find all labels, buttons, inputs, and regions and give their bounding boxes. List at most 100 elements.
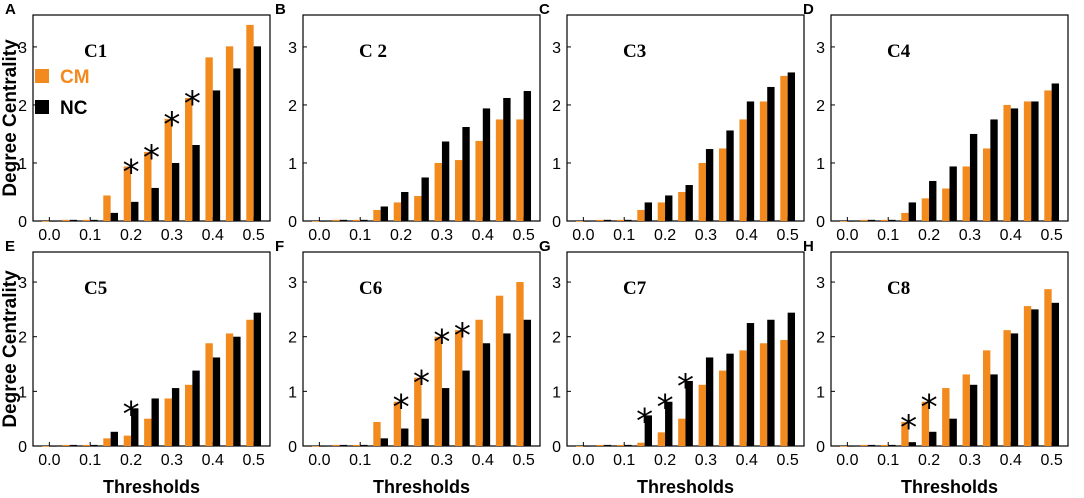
y-tick-label: 0 [288,214,297,231]
y-tick-label: 3 [552,40,561,57]
x-tick-label: 0.3 [959,452,981,469]
y-tick-label: 1 [816,156,825,173]
x-tick-label: 0.0 [38,452,60,469]
bar-cm [739,119,747,221]
bar-cm [393,202,402,221]
bar-nc [990,119,998,221]
bar-nc [726,130,734,221]
bar-cm [393,401,402,446]
bar-cm [516,119,524,221]
bar-cm [205,57,213,221]
y-tick-label: 3 [552,275,561,292]
significance-star: * [123,152,140,192]
y-tick-label: 2 [552,330,561,347]
bar-cm [332,219,340,221]
x-tick-label: 0.3 [695,227,717,244]
y-tick-label: 0 [816,214,825,231]
bar-nc [421,418,429,446]
x-axis-label: Thresholds [901,477,998,497]
bar-nc [131,408,139,446]
bar-nc [441,388,450,446]
significance-star: * [163,105,180,145]
x-tick-label: 0.3 [431,227,453,244]
x-tick-label: 0.1 [349,227,371,244]
bar-nc [665,401,673,446]
x-axis-label: Thresholds [373,477,470,497]
bar-nc [233,336,241,446]
bar-nc [212,90,221,222]
y-tick-label: 1 [18,156,27,173]
bar-nc [90,444,98,446]
legend-label-nc: NC [60,98,88,119]
x-tick-label: 0.0 [38,227,60,244]
panel-title: C 2 [359,41,387,62]
bar-nc [151,398,159,446]
bar-cm [678,191,686,221]
y-tick-label: 0 [18,439,27,456]
y-tick-label: 3 [816,275,825,292]
bar-nc [624,219,632,221]
bar-nc [319,446,327,447]
y-tick-label: 3 [288,275,297,292]
bar-nc [503,333,511,446]
bar-nc [888,219,896,221]
panel-letter: D [803,1,814,18]
bar-cm [1044,289,1052,446]
x-tick-label: 0.2 [120,227,142,244]
x-tick-label: 0.5 [243,227,265,244]
panel-title: C6 [359,278,382,299]
x-tick-label: 0.2 [390,227,412,244]
x-tick-label: 0.4 [736,452,758,469]
bar-cm [373,421,381,446]
bar-nc [929,180,937,221]
y-tick-label: 1 [288,156,297,173]
bar-cm [1003,330,1011,446]
bar-cm [311,446,320,447]
bar-cm [1003,104,1011,221]
y-tick-label: 0 [816,439,825,456]
legend-swatch-nc [35,100,49,114]
bar-cm [637,209,645,221]
bar-nc [685,380,693,446]
bar-cm [759,101,768,221]
bar-cm [839,446,848,447]
y-tick-label: 2 [816,98,825,115]
x-tick-label: 0.5 [243,452,265,469]
bar-cm [596,444,604,446]
bar-nc [644,202,652,221]
y-tick-label: 3 [18,40,27,57]
bar-nc [726,353,734,446]
bar-cm [414,377,422,446]
bar-cm [185,384,193,446]
y-tick-label: 2 [816,330,825,347]
panel-letter: B [275,1,286,18]
bar-nc [482,108,491,221]
bar-cm [962,166,970,221]
bar-nc [1010,108,1019,221]
x-tick-label: 0.1 [877,452,899,469]
bar-cm [901,421,909,446]
bar-cm [41,221,50,222]
bar-cm [495,119,504,221]
x-tick-label: 0.2 [390,452,412,469]
bar-nc [49,446,57,447]
bar-cm [880,219,889,221]
bar-cm [62,444,70,446]
bar-cm [103,438,111,446]
bar-cm [719,370,727,446]
legend-swatch-cm [35,69,49,83]
bar-nc [1010,333,1019,446]
bar-cm [596,219,604,221]
bar-nc [746,323,755,446]
bar-nc [319,221,327,222]
y-tick-label: 1 [552,384,561,401]
bar-cm [205,343,213,446]
bar-nc [644,415,652,446]
x-tick-label: 0.2 [654,227,676,244]
x-tick-label: 0.4 [1000,227,1022,244]
bar-nc [462,370,470,446]
bar-nc [969,384,978,446]
x-tick-label: 0.1 [79,227,101,244]
